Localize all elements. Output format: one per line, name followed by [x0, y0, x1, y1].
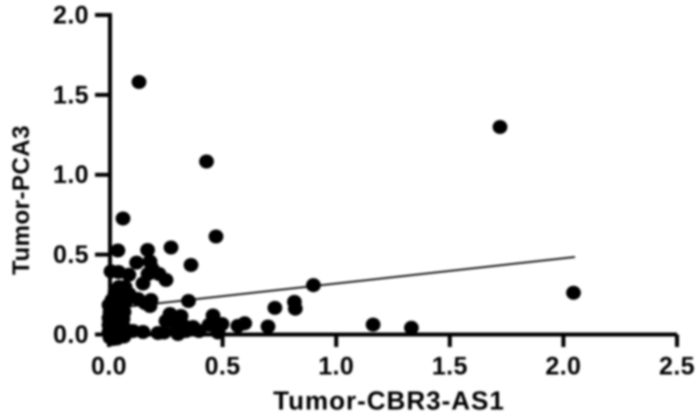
- svg-text:0.5: 0.5: [53, 241, 89, 269]
- svg-text:2.5: 2.5: [659, 353, 695, 381]
- svg-text:1.0: 1.0: [53, 161, 89, 189]
- svg-text:1.5: 1.5: [432, 353, 468, 381]
- svg-text:Tumor-PCA3: Tumor-PCA3: [8, 125, 35, 275]
- svg-text:1.0: 1.0: [318, 353, 354, 381]
- svg-text:2.0: 2.0: [545, 353, 581, 381]
- svg-text:2.0: 2.0: [53, 2, 89, 30]
- svg-text:0.0: 0.0: [91, 353, 127, 381]
- svg-text:Tumor-CBR3-AS1: Tumor-CBR3-AS1: [273, 386, 505, 412]
- svg-text:0.0: 0.0: [53, 321, 89, 349]
- svg-text:0.5: 0.5: [205, 353, 241, 381]
- svg-text:1.5: 1.5: [53, 81, 89, 109]
